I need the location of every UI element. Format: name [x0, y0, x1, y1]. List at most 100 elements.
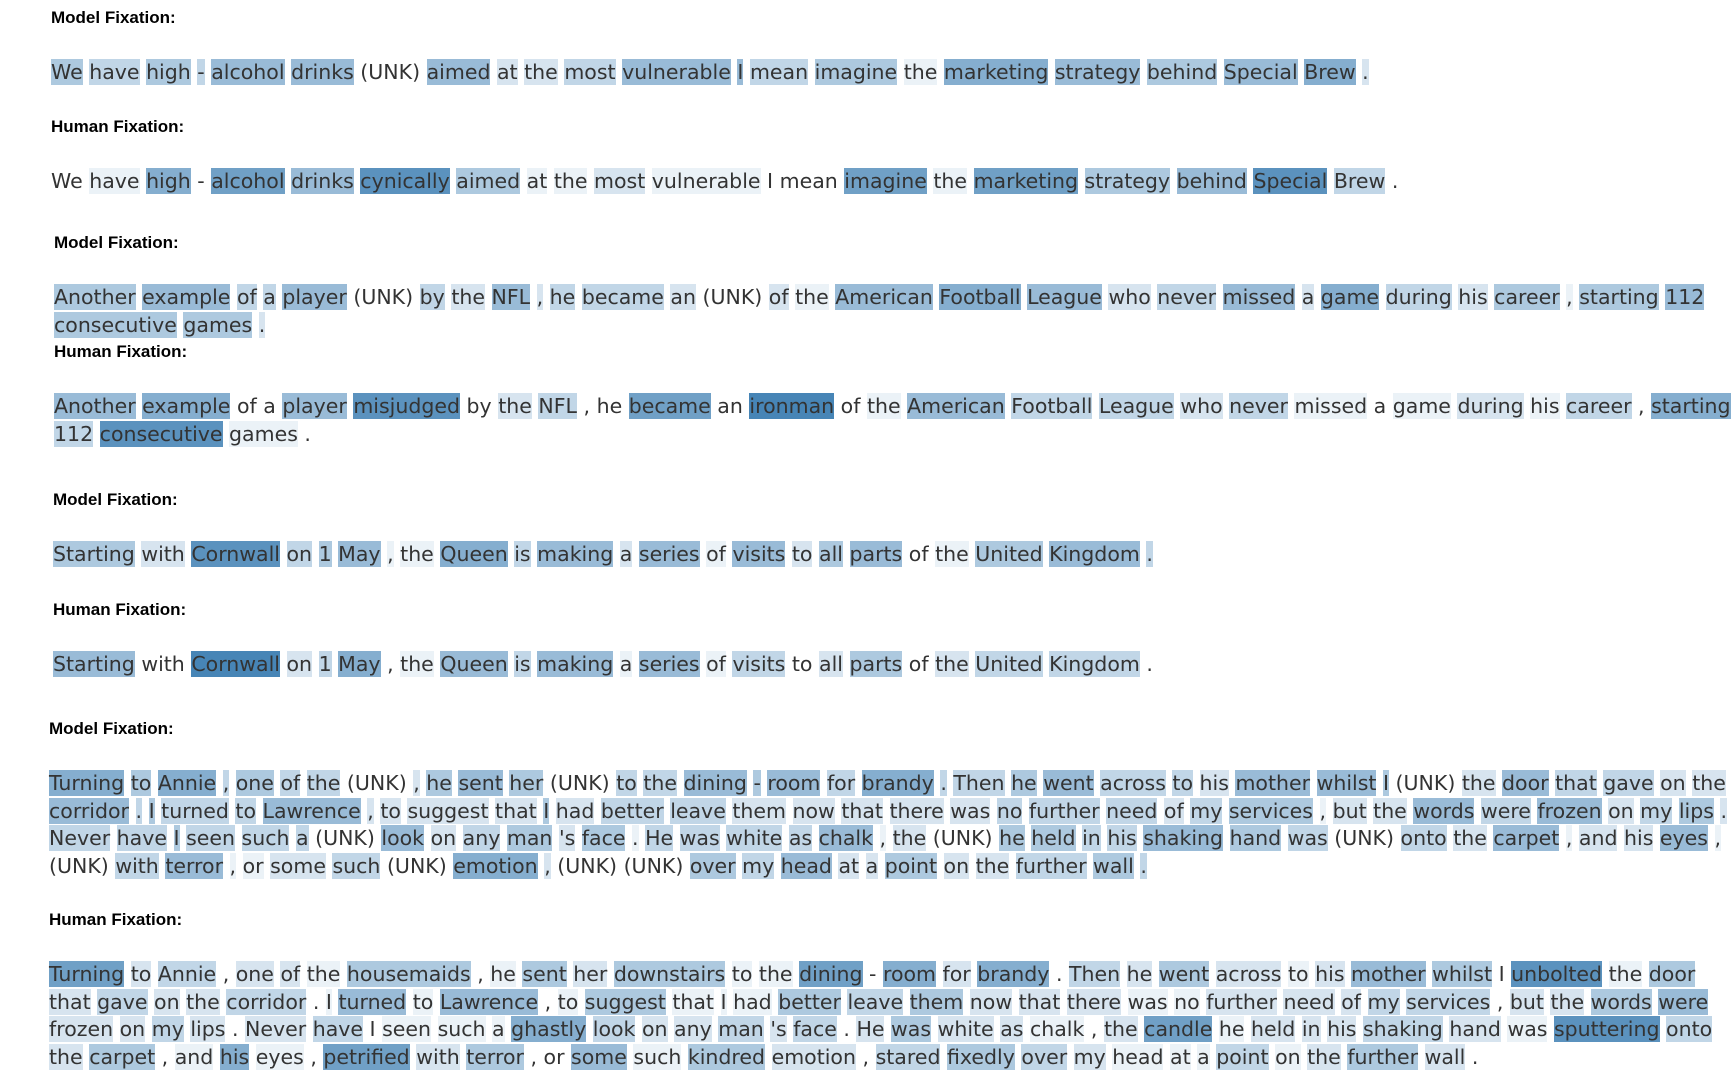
- word-token: .: [1720, 797, 1727, 824]
- word-token: room: [767, 770, 821, 796]
- panel-label: Human Fixation:: [51, 117, 185, 136]
- word-token: he: [1011, 770, 1037, 796]
- word-token: May: [338, 541, 381, 567]
- word-token: ghastly: [511, 1016, 587, 1043]
- word-token: aimed: [456, 168, 521, 194]
- word-token: alcohol: [211, 168, 285, 194]
- word-token: I: [737, 59, 744, 85]
- word-token: of: [280, 961, 301, 987]
- sentence: Turning to Annie , one of the housemaids…: [49, 961, 1729, 1071]
- word-token: cynically: [360, 168, 450, 194]
- panel-label: Model Fixation:: [53, 490, 178, 509]
- word-token: onto: [1666, 1016, 1713, 1043]
- word-token: point: [1216, 1043, 1269, 1070]
- word-token: further: [1347, 1043, 1419, 1070]
- word-token: I: [173, 825, 180, 852]
- word-token: I: [325, 988, 332, 1015]
- word-token: over: [689, 852, 736, 879]
- word-token: on: [1660, 770, 1686, 796]
- word-token: United: [975, 541, 1043, 567]
- word-token: the: [975, 852, 1010, 879]
- panel-label: Model Fixation:: [49, 719, 174, 738]
- word-token: his: [219, 1043, 250, 1070]
- word-token: American: [835, 284, 933, 310]
- word-token: the: [643, 770, 677, 796]
- word-token: making: [537, 651, 614, 677]
- word-token: held: [1031, 825, 1076, 852]
- word-token: one: [235, 961, 274, 987]
- word-token: Lawrence: [439, 988, 539, 1015]
- word-token: high: [146, 168, 191, 194]
- word-token: now: [969, 988, 1013, 1015]
- word-token: across: [1215, 961, 1282, 987]
- word-token: (UNK): [932, 826, 993, 851]
- word-token: all: [819, 541, 843, 567]
- word-token: mother: [1235, 770, 1311, 796]
- word-token: Turning: [49, 770, 125, 796]
- word-token: strategy: [1084, 168, 1171, 194]
- word-token: (UNK): [1334, 826, 1394, 851]
- word-token: her: [509, 770, 544, 796]
- word-token: the: [1307, 1043, 1341, 1070]
- fixation-panel: Human Fixation: Another example of a play…: [54, 342, 1734, 448]
- word-token: marketing: [973, 168, 1079, 194]
- word-token: wall: [1093, 852, 1134, 879]
- word-token: such: [332, 852, 381, 879]
- sentence: Turning to Annie , one of the (UNK) , he…: [49, 770, 1729, 880]
- word-token: of: [768, 284, 789, 310]
- word-token: the: [1608, 961, 1643, 987]
- word-token: to: [380, 797, 401, 824]
- word-token: frozen: [49, 1016, 114, 1043]
- word-token: ,: [544, 989, 552, 1014]
- word-token: who: [1180, 393, 1223, 419]
- word-token: corridor: [49, 797, 129, 824]
- word-token: white: [937, 1016, 994, 1043]
- word-token: Starting: [53, 541, 135, 567]
- word-token: candle: [1144, 1016, 1213, 1043]
- word-token: chalk: [818, 825, 873, 852]
- word-token: point: [884, 852, 937, 879]
- word-token: brandy: [861, 770, 934, 796]
- word-token: there: [889, 797, 944, 824]
- word-token: example: [142, 284, 231, 310]
- word-token: I: [767, 169, 774, 193]
- word-token: ,: [879, 825, 887, 852]
- word-token: sputtering: [1553, 1016, 1660, 1043]
- word-token: .: [1391, 169, 1399, 193]
- word-token: Then: [1069, 961, 1121, 987]
- fixation-panel: Human Fixation: Turning to Annie , one of…: [49, 910, 1729, 1071]
- word-token: have: [89, 168, 140, 194]
- word-token: any: [462, 825, 501, 852]
- word-token: suggest: [407, 797, 489, 824]
- word-token: (UNK): [549, 771, 610, 795]
- word-token: drinks: [291, 168, 354, 194]
- word-token: all: [819, 651, 843, 677]
- word-token: a: [263, 394, 276, 418]
- word-token: missed: [1222, 284, 1296, 310]
- word-token: a: [1373, 394, 1387, 418]
- word-token: them: [909, 988, 964, 1015]
- word-token: or: [543, 1044, 565, 1069]
- word-token: Starting: [53, 651, 135, 677]
- fixation-panel: Model Fixation: Starting with Cornwall on…: [53, 490, 1733, 569]
- word-token: wall: [1424, 1043, 1466, 1070]
- word-token: ,: [1496, 989, 1504, 1014]
- word-token: for: [826, 770, 856, 796]
- word-token: but: [1509, 988, 1544, 1015]
- word-token: my: [1190, 797, 1223, 824]
- word-token: is: [514, 651, 531, 677]
- panel-label: Human Fixation:: [54, 342, 188, 361]
- word-token: his: [1107, 825, 1137, 852]
- word-token: -: [869, 962, 877, 986]
- word-token: kindred: [687, 1043, 766, 1070]
- word-token: to: [791, 541, 813, 567]
- word-token: on: [430, 825, 457, 852]
- word-token: ,: [1714, 825, 1722, 852]
- word-token: his: [1327, 1016, 1357, 1043]
- word-token: door: [1648, 961, 1696, 987]
- word-token: starting: [1579, 284, 1659, 310]
- word-token: need: [1283, 988, 1335, 1015]
- word-token: to: [235, 797, 257, 824]
- word-token: of: [908, 652, 929, 676]
- word-token: that: [1555, 770, 1597, 796]
